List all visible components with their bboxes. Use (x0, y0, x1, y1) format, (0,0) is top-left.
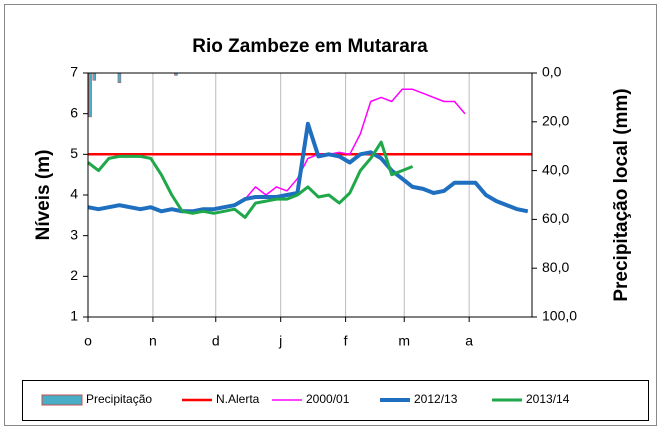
series-line (244, 88, 466, 200)
legend-box (22, 380, 649, 421)
plot-area (87, 72, 533, 318)
legend-label: 2012/13 (414, 392, 458, 406)
y-tick-label: 7 (70, 64, 78, 80)
y-tick-label: 5 (70, 145, 78, 161)
y2-tick-label: 80,0 (542, 259, 569, 275)
plot-border (87, 72, 533, 318)
y2-tick-label: 20,0 (542, 113, 569, 129)
precip-bar (92, 72, 97, 81)
x-tick-label: a (465, 333, 473, 349)
precip-bar (117, 72, 122, 84)
y2-tick-label: 40,0 (542, 161, 569, 177)
legend-label: Precipitação (86, 392, 152, 406)
x-tick-label: f (344, 333, 348, 349)
y2-axis-title: Precipitação local (mm) (611, 88, 632, 301)
y2-tick-label: 60,0 (542, 210, 569, 226)
series-line (87, 140, 414, 219)
y-tick-label: 6 (70, 104, 78, 120)
legend-label: 2013/14 (526, 392, 570, 406)
x-tick-label: n (149, 333, 157, 349)
precip-bar (88, 72, 92, 118)
chart-title: Rio Zambeze em Mutarara (192, 36, 428, 57)
y-tick-label: 3 (70, 226, 78, 242)
x-tick-label: o (84, 333, 92, 349)
series-line (87, 121, 529, 214)
x-tick-label: j (278, 333, 282, 349)
legend-label: 2000/01 (306, 392, 350, 406)
x-tick-label: m (398, 333, 410, 349)
y-tick-label: 1 (70, 308, 78, 324)
y2-tick-label: 100,0 (542, 308, 577, 324)
legend-swatch (41, 394, 83, 406)
y-tick-label: 2 (70, 267, 78, 283)
y2-tick-label: 0,0 (542, 64, 562, 80)
y-tick-label: 4 (70, 186, 78, 202)
y-axis-title: Níveis (m) (33, 150, 54, 241)
x-tick-label: d (212, 333, 220, 349)
legend-label: N.Alerta (216, 392, 260, 406)
